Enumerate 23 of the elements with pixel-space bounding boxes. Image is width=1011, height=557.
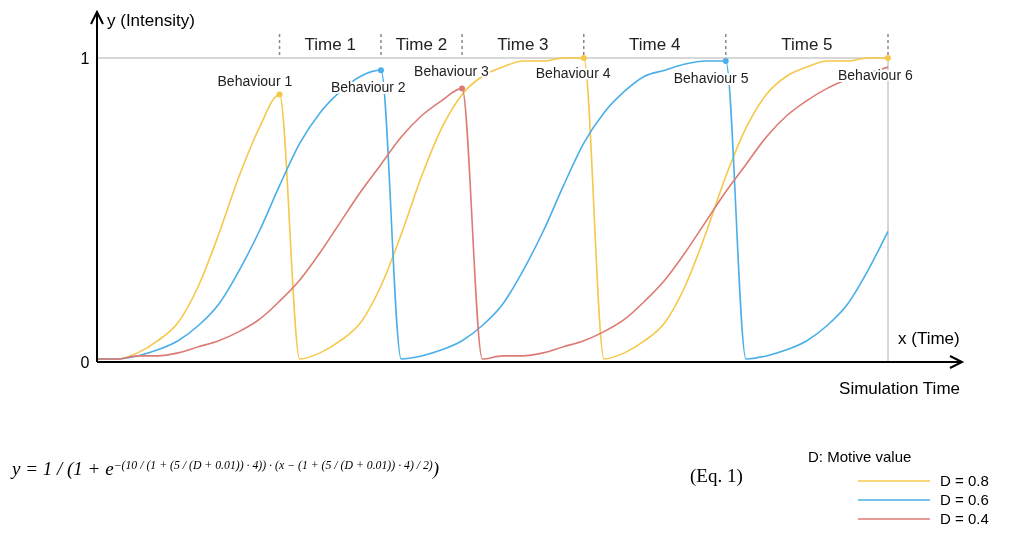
x-axis-title: x (Time) [898,329,960,348]
text: Time 1 [304,35,356,54]
point [885,55,891,61]
text: Time 4 [629,35,681,54]
point [580,55,587,61]
text: (Eq. 1) [690,465,743,487]
legend-label: D = 0.6 [940,491,989,508]
text: Time 5 [781,35,833,54]
text: Time 2 [395,35,448,54]
point [276,91,283,98]
y-tick-label: 1 [80,50,90,67]
point [459,85,466,92]
legend-label: D = 0.8 [940,472,989,489]
point [722,58,729,65]
text: Time 3 [497,35,549,54]
text: Simulation Time [839,379,960,398]
legend-title: D: Motive value [808,448,912,465]
y-tick-label: 0 [80,354,90,371]
point [377,67,384,74]
text: y = 1 / (1 + e$^{−(10 / (1 + (5 / (D + 0.01)) · 4)) · (x − (1 + (5 / (D + 0.01)) · 4) / 2)}$) [10,458,440,480]
annotation: Behaviour 1 [217,73,293,90]
y-axis-title: y (Intensity) [107,11,195,30]
legend-label: D = 0.4 [940,510,989,527]
